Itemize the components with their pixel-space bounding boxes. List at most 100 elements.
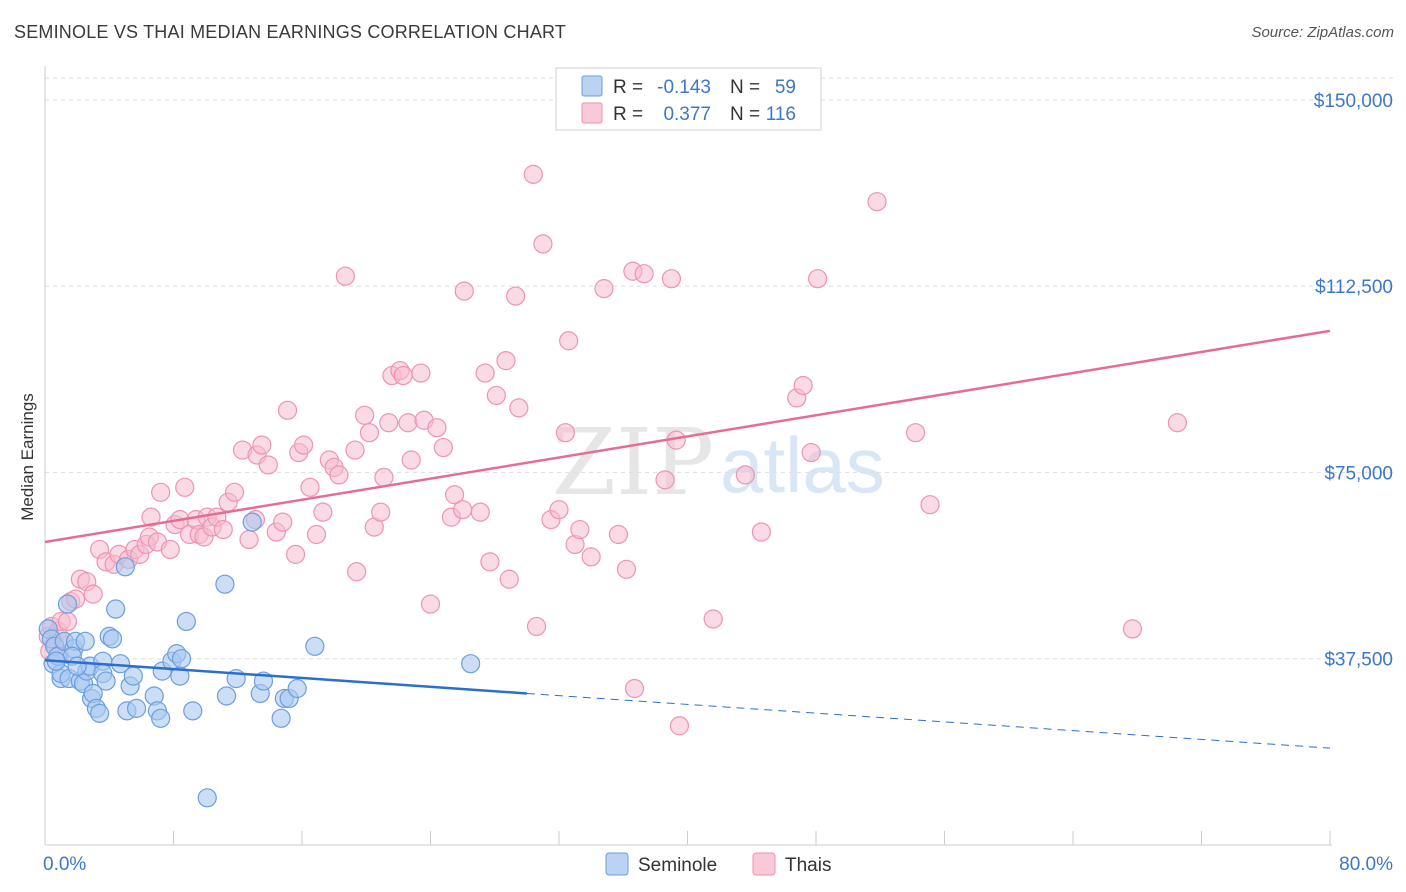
thai-point bbox=[624, 678, 645, 699]
y-tick-label: $37,500 bbox=[1324, 650, 1393, 671]
grid-lines bbox=[45, 77, 1394, 660]
seminole-point bbox=[126, 698, 147, 718]
legend-swatch-thais bbox=[581, 102, 603, 124]
thai-point bbox=[920, 495, 940, 515]
seminole-point bbox=[115, 557, 135, 577]
series-legend-label-thais: Thais bbox=[785, 855, 831, 876]
seminole-trend-line bbox=[44, 658, 527, 695]
thai-point bbox=[905, 423, 926, 443]
thai-point bbox=[655, 470, 675, 490]
thai-point bbox=[616, 559, 637, 579]
seminole-point bbox=[90, 703, 110, 723]
thai-point bbox=[335, 266, 355, 286]
series-legend-swatch-thais bbox=[752, 852, 776, 876]
seminole-point bbox=[106, 599, 126, 619]
y-tick-labels: $37,500 $75,000 $112,500 $150,000 bbox=[1314, 91, 1393, 671]
thai-point bbox=[793, 375, 813, 396]
thai-point bbox=[570, 519, 590, 540]
thai-point bbox=[393, 365, 413, 386]
legend-r-label-thais: R = bbox=[613, 104, 643, 125]
thai-point bbox=[533, 234, 553, 254]
legend-n-value-seminole: 59 bbox=[775, 77, 796, 98]
thai-point bbox=[499, 569, 519, 589]
x-tick-label-max: 80.0% bbox=[1339, 854, 1393, 875]
y-tick-label: $75,000 bbox=[1324, 463, 1393, 484]
seminole-point bbox=[176, 611, 196, 632]
thai-point bbox=[634, 264, 654, 284]
seminole-point bbox=[242, 512, 262, 532]
seminole-point bbox=[57, 594, 78, 614]
thai-point bbox=[300, 477, 320, 497]
watermark-atlas: atlas bbox=[720, 421, 885, 509]
legend-r-label-seminole: R = bbox=[613, 77, 643, 98]
y-tick-label: $150,000 bbox=[1314, 91, 1393, 112]
series-legend-label-seminole: Seminole bbox=[638, 855, 717, 876]
thai-point bbox=[444, 485, 465, 505]
seminole-point bbox=[123, 666, 143, 686]
thai-point bbox=[661, 269, 682, 289]
thai-point bbox=[347, 562, 367, 582]
thai-point bbox=[506, 286, 526, 306]
legend-swatch-seminole bbox=[581, 75, 603, 97]
legend-n-label-thais: N = bbox=[730, 104, 760, 125]
seminole-point bbox=[197, 788, 217, 808]
thai-point bbox=[801, 442, 821, 463]
seminole-point bbox=[151, 708, 171, 728]
thai-point bbox=[258, 455, 278, 475]
thai-point bbox=[379, 413, 399, 433]
seminole-point bbox=[75, 631, 95, 651]
thai-point bbox=[594, 279, 614, 299]
thai-point bbox=[83, 584, 103, 604]
thai-point bbox=[453, 500, 473, 520]
legend-r-value-thais: 0.377 bbox=[663, 104, 711, 125]
thai-point bbox=[213, 519, 233, 540]
thai-point bbox=[526, 616, 547, 637]
thai-point bbox=[470, 502, 490, 522]
thai-point bbox=[867, 192, 887, 212]
thai-point bbox=[509, 398, 529, 418]
thai-point bbox=[486, 385, 506, 406]
legend-n-value-thais: 116 bbox=[766, 104, 796, 125]
seminole-point bbox=[216, 686, 237, 706]
thai-point bbox=[523, 164, 543, 184]
thai-point bbox=[1167, 413, 1188, 433]
legend-n-label-seminole: N = bbox=[730, 77, 760, 98]
legend-r-value-seminole: -0.143 bbox=[657, 77, 711, 98]
thai-point bbox=[57, 611, 78, 632]
seminole-point bbox=[461, 654, 481, 674]
source-label: Source: ZipAtlas.com bbox=[1251, 24, 1394, 41]
seminole-point bbox=[271, 708, 291, 728]
thai-point bbox=[751, 522, 771, 542]
thai-point bbox=[277, 400, 298, 420]
thai-point bbox=[401, 450, 421, 470]
seminole-point bbox=[287, 678, 307, 699]
seminole-point bbox=[67, 656, 87, 676]
thai-point bbox=[669, 716, 690, 736]
thai-point bbox=[608, 524, 629, 545]
seminole-points bbox=[38, 512, 481, 808]
thai-point bbox=[549, 500, 569, 520]
axes bbox=[44, 66, 1332, 846]
thai-point bbox=[306, 524, 327, 545]
trend-lines bbox=[44, 329, 1331, 749]
x-tick-label-min: 0.0% bbox=[43, 854, 86, 875]
seminole-trend-extension bbox=[526, 692, 1331, 749]
thai-point bbox=[359, 423, 380, 443]
thai-point bbox=[355, 405, 375, 425]
thai-point bbox=[374, 467, 394, 487]
y-tick-label: $112,500 bbox=[1315, 277, 1393, 298]
thai-point bbox=[371, 502, 391, 522]
seminole-point bbox=[96, 671, 116, 691]
thai-point bbox=[454, 281, 474, 301]
thai-point bbox=[329, 465, 349, 485]
thai-point bbox=[175, 477, 195, 497]
thai-point bbox=[285, 544, 306, 564]
thai-point bbox=[411, 363, 431, 383]
series-legend: Seminole Thais bbox=[605, 852, 831, 876]
seminole-point bbox=[305, 636, 325, 656]
thai-point bbox=[273, 512, 293, 532]
thai-point bbox=[475, 363, 495, 383]
thai-point bbox=[555, 423, 576, 443]
watermark-zip: ZIP bbox=[552, 409, 714, 516]
